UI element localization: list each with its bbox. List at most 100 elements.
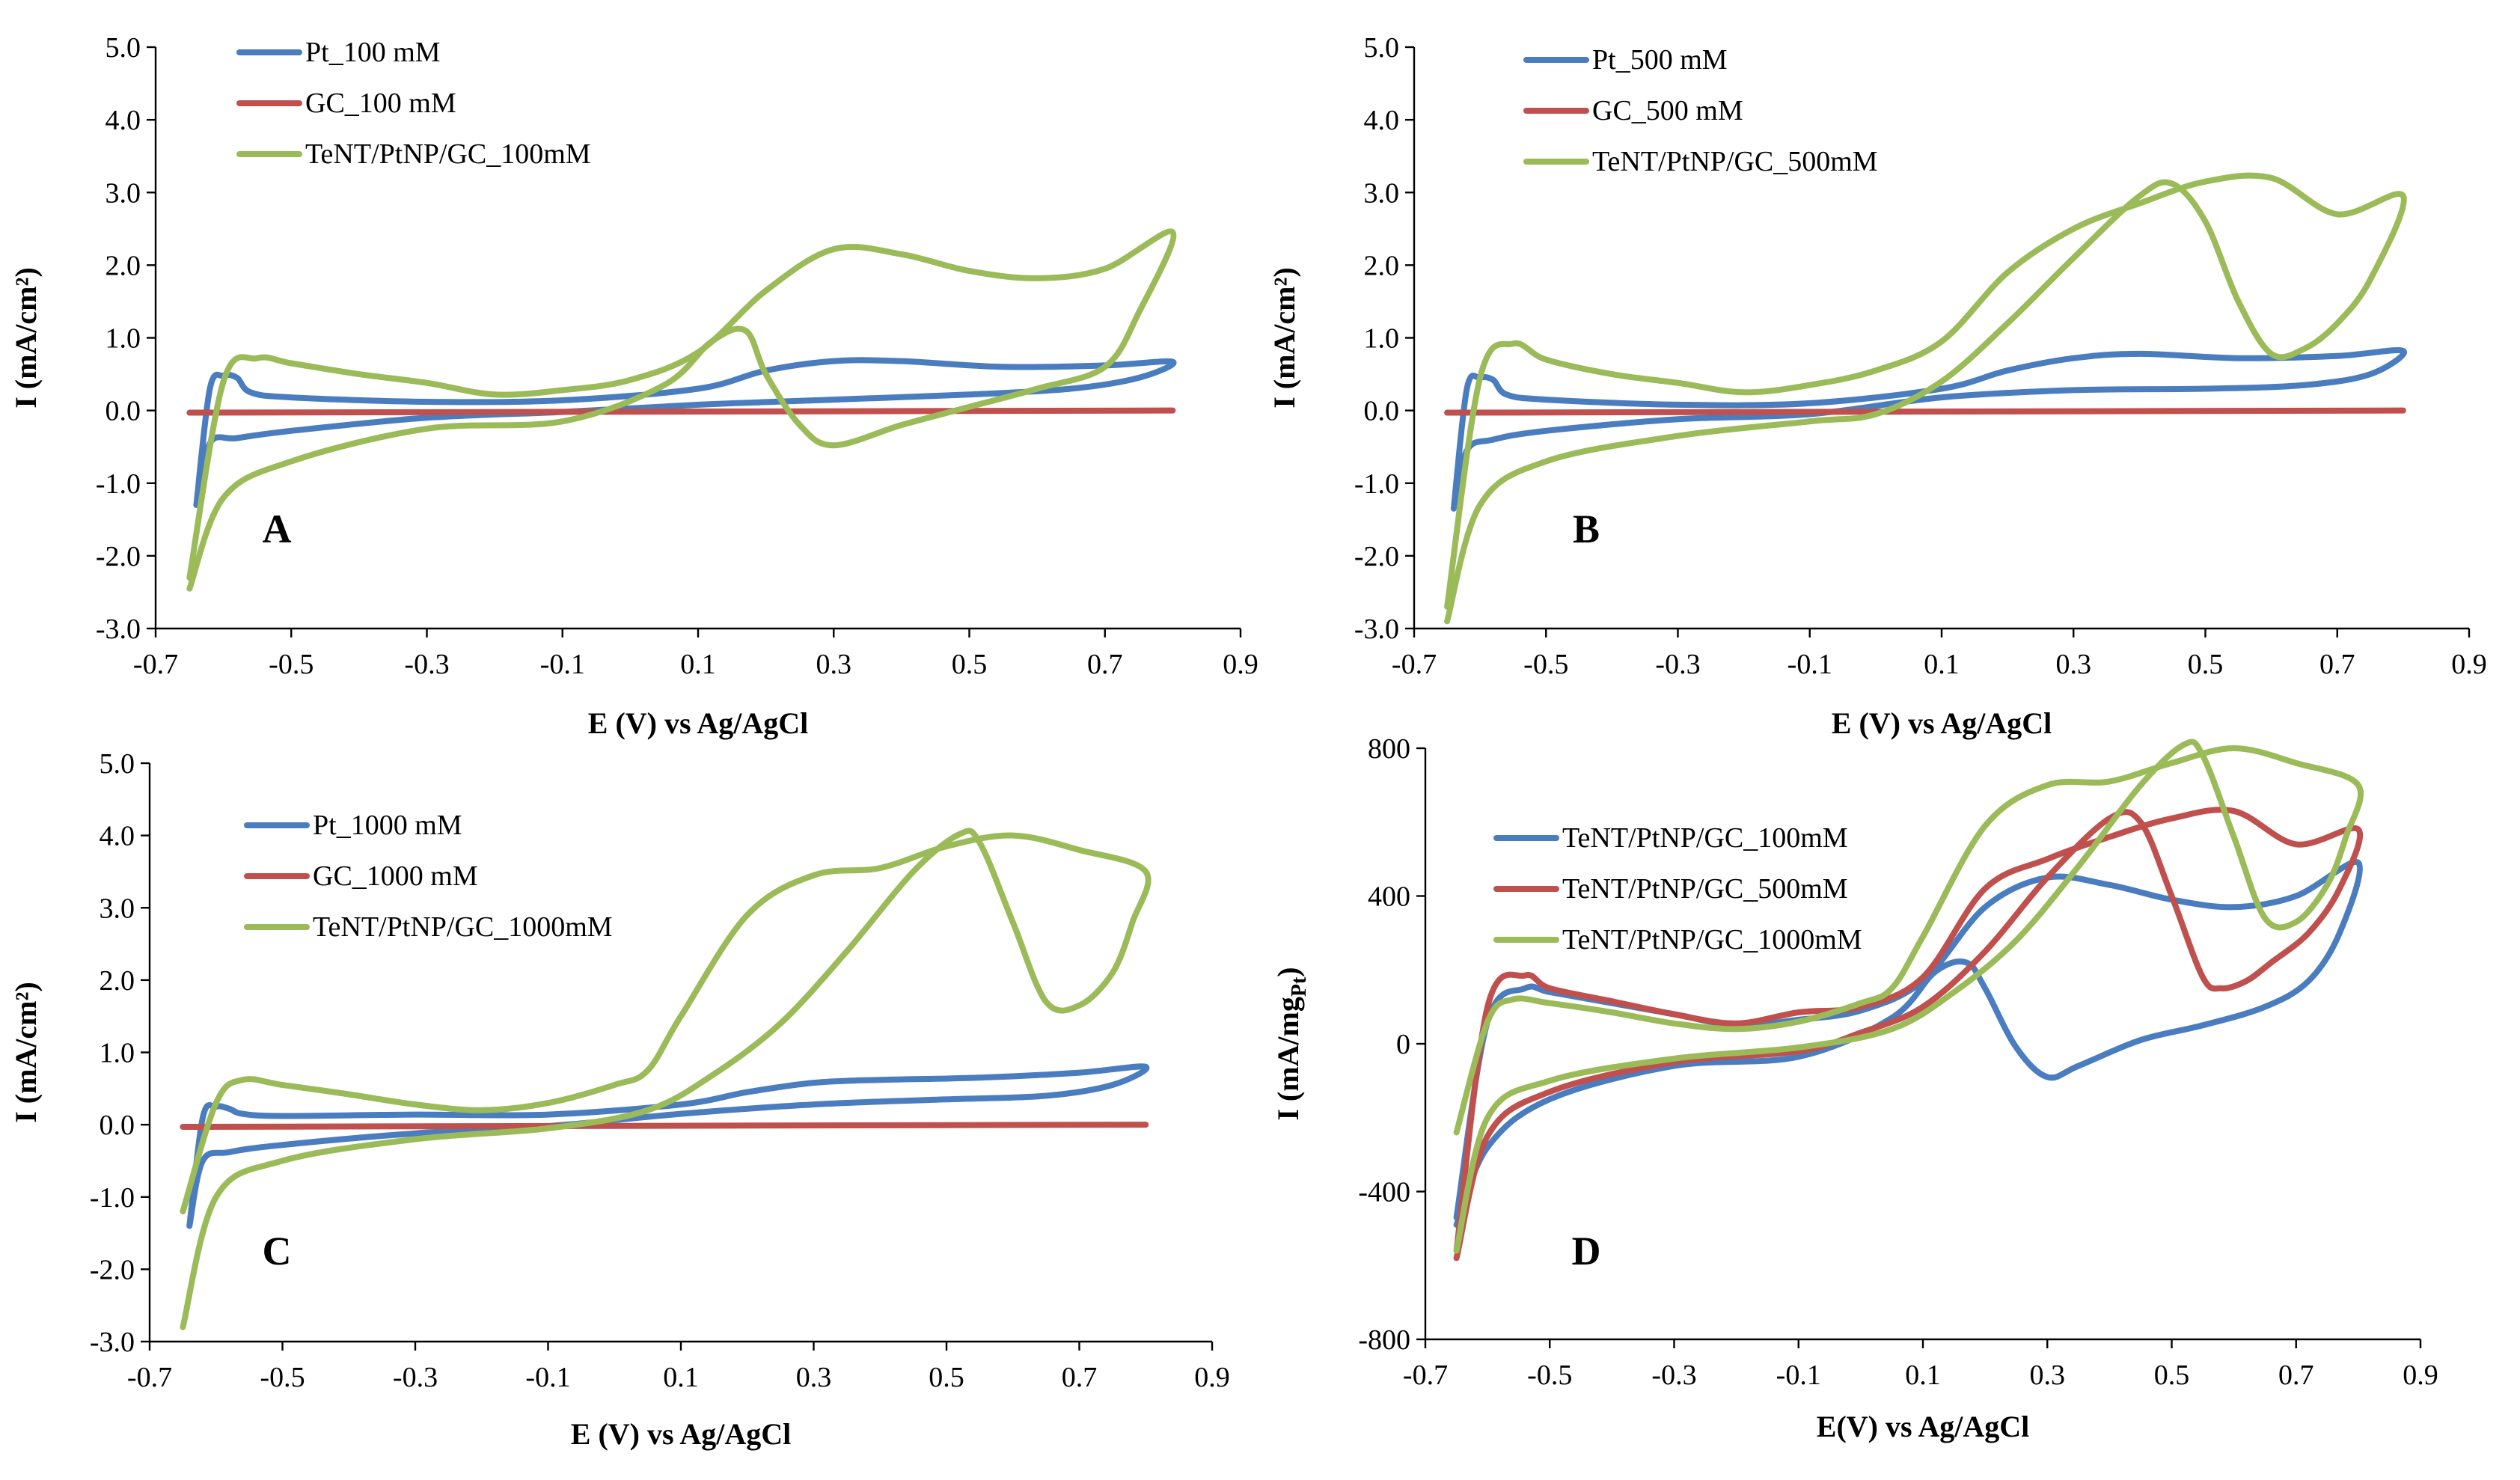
panel-C-x-axis-label: E (V) vs Ag/AgCl (571, 1417, 791, 1451)
y-tick-label: 5.0 (105, 32, 141, 64)
y-tick-label: -1.0 (1354, 468, 1399, 500)
y-tick-label: -400 (1358, 1177, 1410, 1208)
x-tick-label: -0.7 (1392, 649, 1437, 680)
y-tick-label: 3.0 (100, 893, 135, 924)
x-tick-label: 0.9 (1223, 649, 1259, 680)
panel-C-legend: Pt_1000 mM GC_1000 mM TeNT/PtNP/GC_1000mM (244, 810, 613, 943)
y-tick-label: 0.0 (105, 396, 141, 427)
y-tick-label: -2.0 (96, 541, 141, 572)
x-tick-label: 0.1 (1905, 1360, 1941, 1391)
legend-label: TeNT/PtNP/GC_1000mM (313, 911, 613, 943)
panel-C-letter: C (263, 1229, 292, 1273)
y-tick-label: -1.0 (90, 1182, 135, 1214)
panel-C: -3.0 -2.0 -1.0 0.0 1.0 2.0 3.0 4.0 5.0 -0.7 -0.5 -0… (9, 748, 1230, 1451)
y-tick-label: 2.0 (105, 250, 141, 281)
panel-D-y-axis-label: I (mA/mgPt) (1271, 967, 1311, 1120)
panel-D: -800 -400 0 400 800 -0.7 -0.5 -0.3 -0.1 0.1 0.3 0.5… (1271, 733, 2438, 1443)
x-tick-label: 0.1 (1924, 649, 1960, 680)
y-tick-label: -3.0 (96, 614, 141, 645)
y-tick-label: 4.0 (100, 821, 135, 852)
x-tick-label: 0.5 (952, 649, 988, 680)
y-tick-label: 4.0 (1364, 105, 1400, 136)
panel-A-letter: A (263, 507, 292, 551)
x-tick-label: 0.3 (796, 1362, 832, 1393)
x-tick-label: 0.5 (2188, 649, 2224, 680)
y-tick-label: -2.0 (90, 1254, 135, 1285)
panel-C-series-1 (186, 1063, 1150, 1229)
x-tick-label: -0.5 (260, 1362, 305, 1393)
y-tick-label: 400 (1368, 881, 1410, 913)
panel-B-series-3 (1444, 172, 2407, 625)
panel-D-series-2 (1453, 807, 2364, 1262)
y-tick-label: -3.0 (90, 1327, 135, 1358)
panel-D-series-1 (1453, 859, 2364, 1228)
panel-D-letter: D (1572, 1229, 1601, 1273)
y-tick-label: 800 (1368, 733, 1410, 765)
legend-label: Pt_500 mM (1592, 44, 1728, 76)
y-tick-label: -1.0 (96, 468, 141, 500)
x-tick-label: -0.7 (1403, 1360, 1448, 1391)
x-tick-label: 0.3 (2056, 649, 2092, 680)
legend-label: GC_100 mM (305, 88, 456, 119)
x-tick-label: 0.7 (2278, 1360, 2314, 1391)
panel-B: -3.0 -2.0 -1.0 0.0 1.0 2.0 3.0 4.0 5.0 -0.7 -0.5 -0… (1267, 32, 2487, 740)
panel-A: -3.0 -2.0 -1.0 0.0 1.0 2.0 3.0 4.0 5.0 -0.7 -0.5 -0… (9, 32, 1259, 740)
x-tick-label: 0.7 (1087, 649, 1123, 680)
legend-label: Pt_100 mM (305, 37, 441, 68)
x-tick-label: 0.5 (929, 1362, 964, 1393)
x-tick-label: -0.3 (393, 1362, 438, 1393)
panel-A-series-1 (193, 357, 1177, 508)
x-tick-label: 0.9 (2403, 1360, 2438, 1391)
y-tick-label: 0 (1396, 1029, 1410, 1060)
panel-A-legend: Pt_100 mM GC_100 mM TeNT/PtNP/GC_100mM (236, 37, 591, 170)
legend-label: Pt_1000 mM (313, 810, 462, 841)
x-tick-label: -0.7 (133, 649, 178, 680)
legend-label: GC_1000 mM (313, 860, 478, 892)
x-tick-label: -0.3 (404, 649, 449, 680)
panel-A-y-axis-label: I (mA/cm²) (9, 267, 43, 409)
panel-C-y-axis-label: I (mA/cm²) (9, 982, 43, 1123)
y-tick-label: 0.0 (1364, 396, 1400, 427)
y-tick-label: 1.0 (105, 323, 141, 355)
legend-label: GC_500 mM (1592, 95, 1743, 126)
x-tick-label: 0.5 (2154, 1360, 2190, 1391)
x-tick-label: 0.1 (680, 649, 716, 680)
y-tick-label: 4.0 (105, 105, 141, 136)
x-tick-label: -0.3 (1651, 1360, 1696, 1391)
x-tick-label: -0.5 (1523, 649, 1568, 680)
x-tick-label: -0.1 (525, 1362, 570, 1393)
x-tick-label: 0.1 (663, 1362, 699, 1393)
panel-C-series-3 (180, 828, 1152, 1330)
panel-D-legend: TeNT/PtNP/GC_100mM TeNT/PtNP/GC_500mM TeNT… (1493, 822, 1862, 955)
x-tick-label: -0.5 (1527, 1360, 1572, 1391)
legend-label: TeNT/PtNP/GC_1000mM (1562, 924, 1862, 955)
y-tick-label: -3.0 (1354, 614, 1399, 645)
x-tick-label: -0.1 (540, 649, 585, 680)
x-tick-label: -0.1 (1787, 649, 1832, 680)
y-tick-label: 5.0 (1364, 32, 1400, 64)
x-tick-label: -0.3 (1655, 649, 1700, 680)
y-tick-label: 3.0 (105, 177, 141, 209)
legend-label: TeNT/PtNP/GC_500mM (1592, 146, 1878, 177)
y-tick-label: 0.0 (100, 1110, 135, 1141)
legend-label: TeNT/PtNP/GC_500mM (1562, 873, 1848, 905)
panel-B-series-2 (1444, 407, 2406, 416)
y-tick-label: 3.0 (1364, 177, 1400, 209)
y-tick-label: 2.0 (1364, 250, 1400, 281)
y-tick-label: 1.0 (100, 1038, 135, 1069)
panel-C-series-2 (180, 1122, 1149, 1131)
y-tick-label: -800 (1358, 1324, 1410, 1356)
x-tick-label: -0.5 (269, 649, 314, 680)
x-tick-label: 0.7 (2319, 649, 2355, 680)
panel-B-x-axis-label: E (V) vs Ag/AgCl (1832, 706, 2052, 740)
x-tick-label: 0.7 (1062, 1362, 1098, 1393)
legend-label: TeNT/PtNP/GC_100mM (305, 138, 591, 170)
x-tick-label: 0.3 (816, 649, 852, 680)
panel-D-series-3 (1453, 739, 2364, 1254)
y-tick-label: 5.0 (100, 748, 135, 780)
panel-B-series-1 (1450, 346, 2408, 512)
x-tick-label: 0.9 (2451, 649, 2487, 680)
x-tick-label: 0.9 (1194, 1362, 1230, 1393)
panel-A-series-3 (186, 228, 1177, 592)
